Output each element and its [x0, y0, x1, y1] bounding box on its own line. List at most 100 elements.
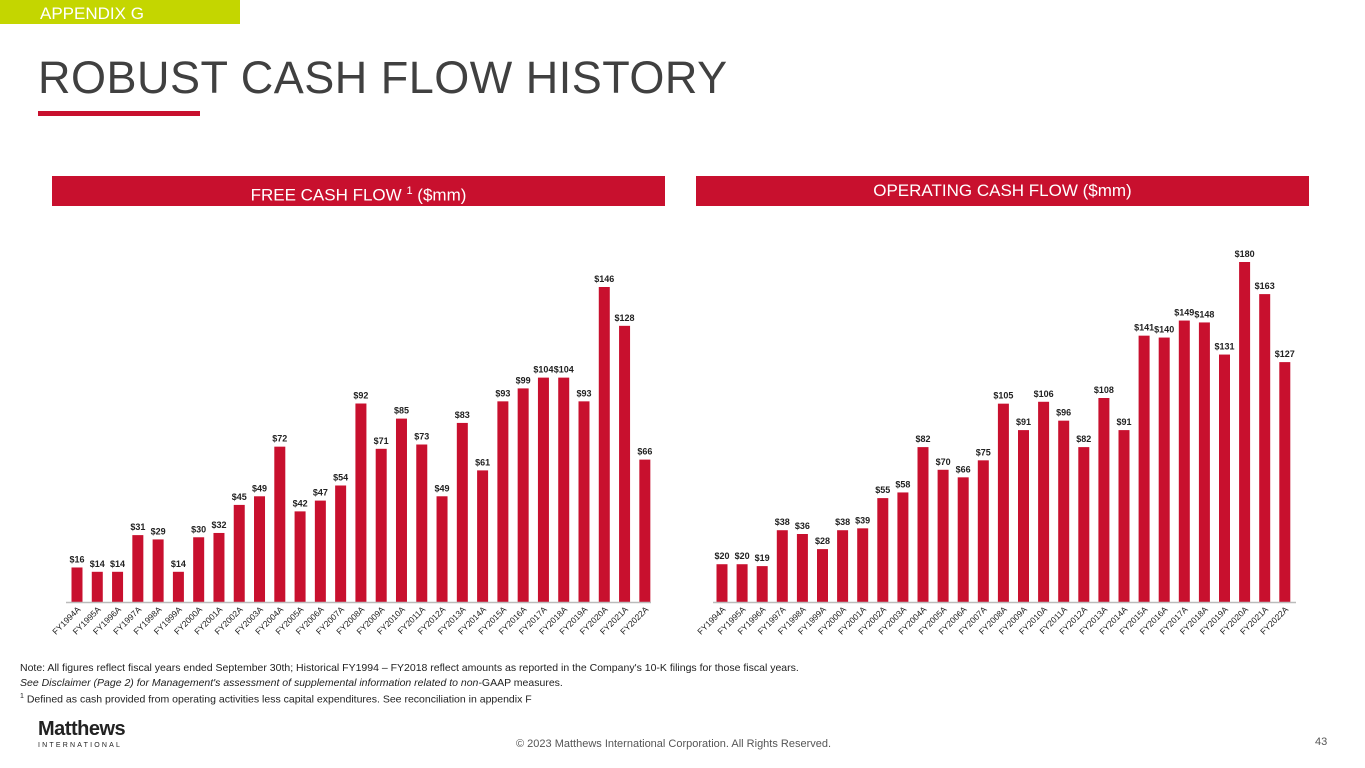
bar	[1239, 262, 1251, 602]
data-label: $14	[90, 559, 105, 569]
data-label: $66	[956, 464, 971, 474]
matthews-logo: Matthews INTERNATIONAL	[38, 718, 126, 749]
bar	[416, 444, 428, 602]
ocf-chart-title: OPERATING CASH FLOW ($mm)	[696, 176, 1309, 206]
bar	[937, 469, 949, 602]
bar	[537, 377, 549, 602]
data-label: $141	[1134, 323, 1154, 333]
bar	[497, 401, 509, 602]
bar	[335, 485, 347, 602]
data-label: $93	[495, 388, 510, 398]
logo-name: Matthews	[38, 718, 126, 740]
data-label: $47	[313, 488, 328, 498]
bar	[1038, 401, 1050, 602]
data-label: $49	[435, 483, 450, 493]
bar	[1018, 430, 1029, 602]
data-label: $73	[414, 432, 429, 442]
data-label: $14	[171, 559, 186, 569]
data-label: $20	[735, 551, 750, 561]
copyright: © 2023 Matthews International Corporatio…	[516, 738, 832, 750]
data-label: $61	[475, 457, 490, 467]
bar	[877, 498, 889, 602]
data-label: $16	[69, 554, 84, 564]
data-label: $91	[1016, 417, 1031, 427]
bar	[355, 403, 367, 602]
bar	[213, 532, 225, 602]
bar	[172, 571, 184, 602]
title-underline	[38, 111, 200, 116]
disclaimer-italic: See Disclaimer (Page 2) for Management's…	[20, 676, 482, 689]
data-label: $83	[455, 410, 470, 420]
fcf-title-footnote: 1	[406, 185, 413, 197]
data-label: $146	[594, 274, 614, 284]
bar	[254, 496, 266, 602]
data-label: $104	[554, 365, 574, 375]
notes: Note: All figures reflect fiscal years e…	[20, 661, 799, 707]
data-label: $32	[211, 520, 226, 530]
data-label: $91	[1116, 417, 1131, 427]
data-label: $58	[895, 479, 910, 489]
bar	[619, 325, 631, 602]
data-label: $148	[1194, 309, 1214, 319]
data-label: $19	[755, 553, 770, 563]
bar	[1259, 294, 1271, 602]
bar	[1158, 337, 1170, 602]
data-label: $49	[252, 483, 267, 493]
bar	[1118, 430, 1130, 602]
bar	[897, 492, 909, 602]
bar	[375, 448, 387, 602]
bar	[1098, 398, 1110, 602]
bar	[776, 530, 788, 602]
bar	[578, 401, 590, 602]
bar	[1279, 362, 1291, 602]
data-label: $66	[637, 447, 652, 457]
data-label: $55	[875, 485, 890, 495]
bar	[716, 564, 728, 602]
bar	[71, 567, 83, 602]
data-label: $163	[1255, 281, 1275, 291]
data-label: $31	[130, 522, 145, 532]
bar	[91, 571, 103, 602]
bar	[274, 446, 286, 602]
data-label: $104	[533, 365, 553, 375]
fcf-title-unit: ($mm)	[417, 185, 467, 205]
logo-sub: INTERNATIONAL	[38, 742, 123, 749]
data-label: $29	[151, 526, 166, 536]
data-label: $30	[191, 524, 206, 534]
data-label: $39	[855, 515, 870, 525]
data-label: $38	[835, 517, 850, 527]
fcf-title-text: FREE CASH FLOW	[250, 185, 402, 205]
bar	[1078, 447, 1090, 602]
bar	[436, 496, 448, 602]
bar	[152, 539, 164, 602]
bar	[977, 460, 989, 602]
data-label: $180	[1235, 249, 1255, 259]
bar	[1198, 322, 1210, 602]
data-label: $45	[232, 492, 247, 502]
bar	[736, 564, 748, 602]
bar	[756, 566, 768, 602]
bar	[558, 377, 570, 602]
bar	[957, 477, 969, 602]
bar	[395, 418, 407, 602]
bar	[1058, 420, 1070, 602]
data-label: $70	[936, 457, 951, 467]
data-label: $54	[333, 472, 348, 482]
note-line-1: Note: All figures reflect fiscal years e…	[20, 662, 799, 674]
data-label: $42	[293, 498, 308, 508]
data-label: $140	[1154, 325, 1174, 335]
data-label: $106	[1034, 389, 1054, 399]
bar	[112, 571, 124, 602]
data-label: $108	[1094, 385, 1114, 395]
bar	[294, 511, 306, 602]
data-label: $36	[795, 521, 810, 531]
data-label: $128	[615, 313, 635, 323]
data-label: $20	[714, 551, 729, 561]
bar	[917, 447, 929, 602]
bar	[598, 287, 610, 602]
bar	[517, 388, 529, 602]
data-label: $149	[1174, 308, 1194, 318]
bar	[1178, 320, 1190, 602]
bar	[456, 422, 468, 602]
